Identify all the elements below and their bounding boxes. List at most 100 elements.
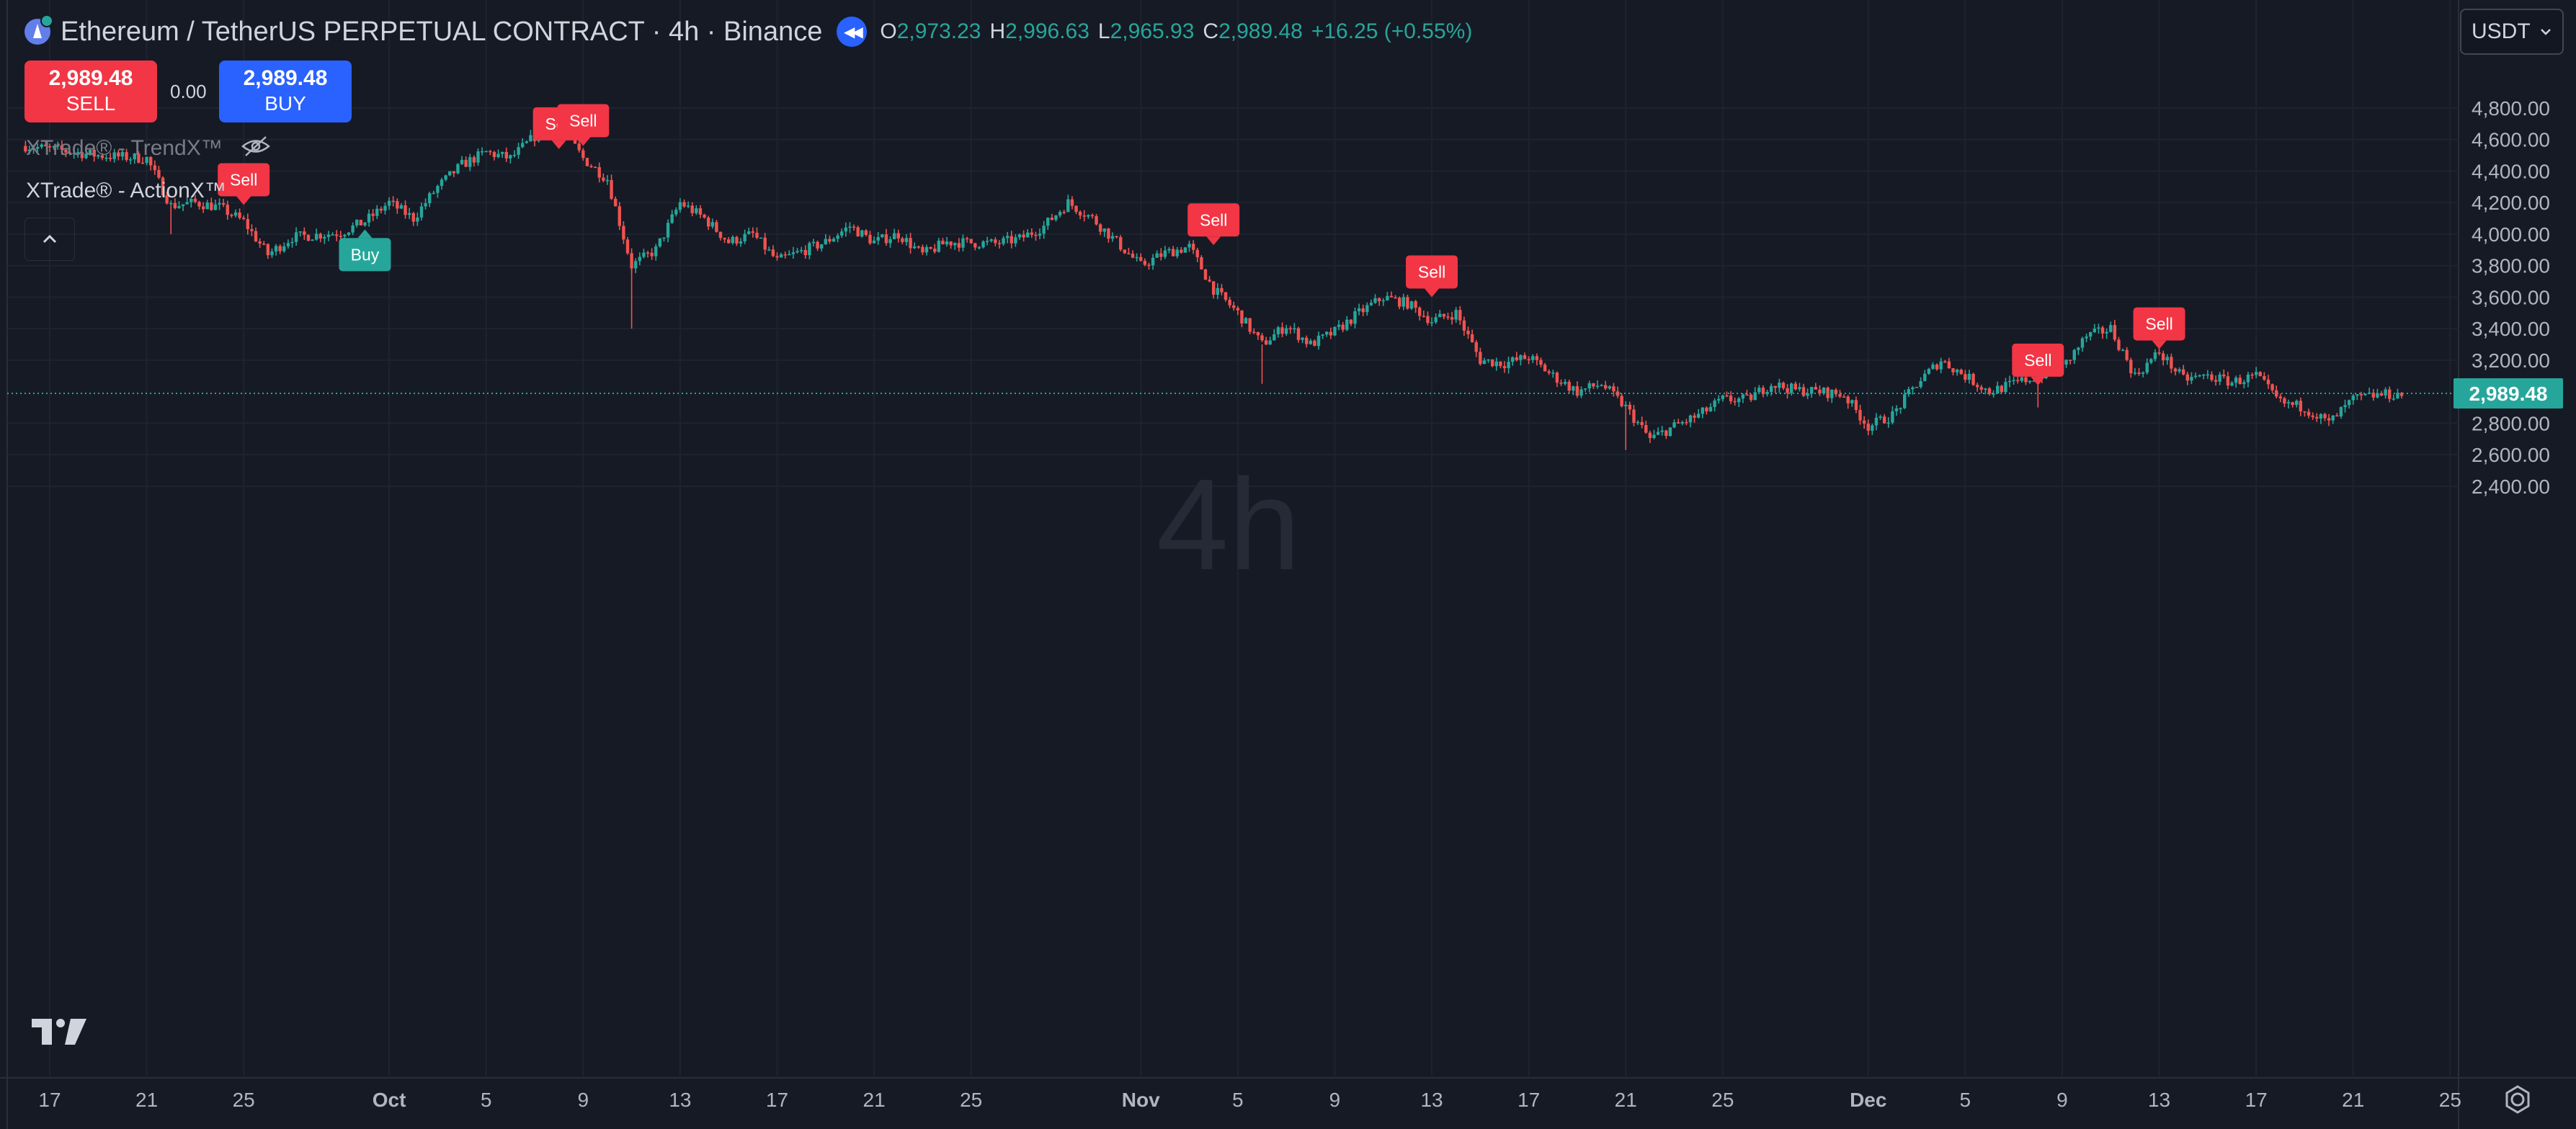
candle xyxy=(2230,380,2234,387)
sell-signal-label[interactable]: Sell xyxy=(2133,307,2185,349)
candle xyxy=(314,228,318,241)
candle xyxy=(1361,304,1365,317)
candle xyxy=(1842,394,1846,398)
signal-pointer xyxy=(551,140,566,149)
candle-body xyxy=(218,202,221,205)
candle-body xyxy=(670,214,674,223)
candle-body xyxy=(1713,400,1716,407)
candle xyxy=(112,148,116,163)
candle xyxy=(375,205,379,220)
candle-body xyxy=(274,246,278,252)
sell-button[interactable]: 2,989.48 SELL xyxy=(24,61,157,122)
indicator-actionx[interactable]: XTrade® - ActionX™ xyxy=(26,179,226,202)
buy-button[interactable]: 2,989.48 BUY xyxy=(219,61,352,122)
candle xyxy=(1434,313,1438,324)
candle xyxy=(120,150,125,161)
candle xyxy=(2193,372,2198,379)
candle xyxy=(294,227,298,246)
sell-signal-label[interactable]: Sell xyxy=(557,104,610,146)
candle-body xyxy=(945,241,949,245)
candle-body xyxy=(1115,236,1118,238)
high-value: 2,996.63 xyxy=(1005,19,1089,43)
candle-body xyxy=(803,250,807,256)
candle-body xyxy=(157,169,161,178)
candle-body xyxy=(994,239,997,244)
candle-body xyxy=(1200,257,1203,269)
candle xyxy=(2028,380,2032,384)
candle xyxy=(1615,386,1620,398)
price-axis-label: 4,600.00 xyxy=(2472,129,2550,151)
sell-signal-label[interactable]: Sell xyxy=(1187,203,1240,246)
candle xyxy=(969,238,973,244)
candle-body xyxy=(1620,396,1623,406)
buy-signal-label[interactable]: Buy xyxy=(339,229,391,272)
candle xyxy=(795,248,799,254)
currency-label: USDT xyxy=(2472,19,2531,43)
ethereum-icon xyxy=(24,14,53,45)
candle-body xyxy=(97,155,100,157)
candle xyxy=(1232,301,1236,311)
candle xyxy=(2077,347,2080,355)
candle-body xyxy=(24,146,27,152)
candle-body xyxy=(1386,295,1389,300)
candle xyxy=(1964,370,1967,383)
candle-body xyxy=(197,202,201,207)
candle xyxy=(100,153,104,161)
candle-body xyxy=(1216,287,1220,295)
candle-body xyxy=(2173,368,2178,372)
candle xyxy=(2178,367,2181,374)
tradingview-logo[interactable] xyxy=(30,1016,88,1051)
candle xyxy=(2315,413,2319,422)
sell-signal-label[interactable]: Sell xyxy=(2012,343,2064,385)
candle xyxy=(1502,361,1507,373)
candle xyxy=(2392,394,2396,401)
candle-body xyxy=(2117,339,2121,350)
candle xyxy=(1515,352,1519,362)
candle xyxy=(1470,329,1474,343)
time-axis-label: Dec xyxy=(1850,1089,1886,1111)
candle-body xyxy=(383,205,387,211)
candle-body xyxy=(2254,372,2258,375)
candle xyxy=(1668,427,1672,437)
replay-rewind-icon[interactable]: ◀◀ xyxy=(837,17,868,47)
candle xyxy=(1745,389,1749,396)
candle-body xyxy=(856,227,860,237)
candle-body xyxy=(1539,360,1543,365)
candle-body xyxy=(137,153,141,163)
candle-body xyxy=(1123,249,1127,254)
candle-body xyxy=(674,210,678,215)
candle-body xyxy=(468,157,472,167)
candle-body xyxy=(2363,393,2367,396)
candle-body xyxy=(1010,236,1013,244)
signal-box xyxy=(2012,343,2064,377)
candle xyxy=(205,200,209,210)
candle xyxy=(678,197,682,213)
candle-body xyxy=(456,164,460,174)
candle xyxy=(819,244,824,252)
currency-selector[interactable]: USDT xyxy=(2460,9,2564,55)
settings-gear-icon[interactable] xyxy=(2500,1082,2535,1117)
candle xyxy=(896,229,900,243)
candle-body xyxy=(133,153,136,160)
candle xyxy=(1959,368,1963,375)
symbol-title[interactable]: Ethereum / TetherUS PERPETUAL CONTRACT ·… xyxy=(61,16,823,47)
candle xyxy=(484,150,488,153)
candle-body xyxy=(489,151,492,153)
candle-body xyxy=(404,205,407,215)
candle-body xyxy=(779,254,783,258)
candle-body xyxy=(48,146,52,148)
candle xyxy=(1183,246,1187,253)
eye-hidden-icon[interactable] xyxy=(240,135,272,163)
candle xyxy=(1850,399,1854,407)
candle-body xyxy=(2100,327,2105,334)
collapse-indicators-button[interactable] xyxy=(24,218,75,261)
candle-body xyxy=(1984,388,1987,390)
candle xyxy=(1115,236,1118,239)
sell-signal-label[interactable]: Sell xyxy=(1406,255,1458,298)
candle-body xyxy=(1899,408,1902,409)
candle xyxy=(1592,383,1595,389)
candle-body xyxy=(1345,319,1349,330)
sell-signal-label[interactable]: Sell xyxy=(218,163,270,205)
indicator-trendx[interactable]: XTrade® - TrendX™ xyxy=(26,135,272,163)
